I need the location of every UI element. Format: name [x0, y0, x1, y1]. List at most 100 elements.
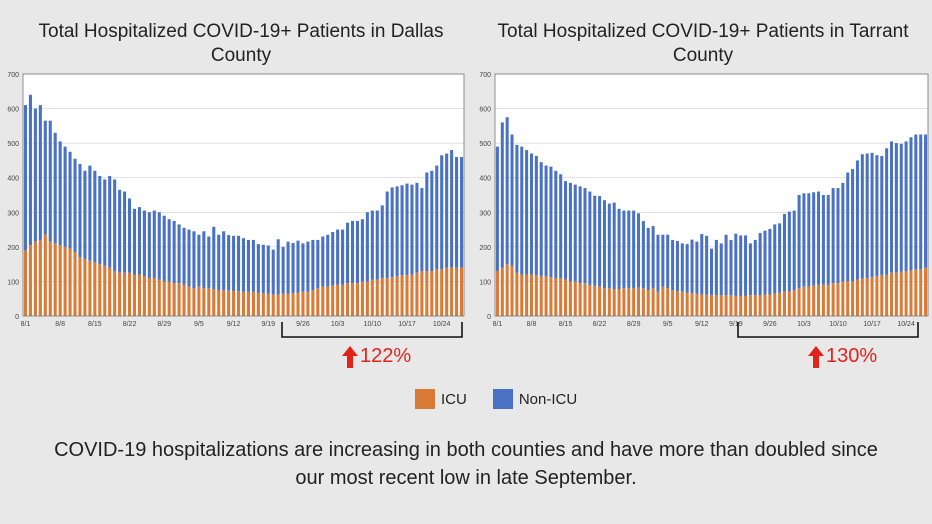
tarrant-bar-non-icu [919, 134, 923, 270]
dallas-bar-non-icu [78, 163, 82, 258]
dallas-bar-non-icu [152, 210, 156, 278]
tarrant-bar-icu [812, 285, 816, 316]
dallas-ytick-label: 700 [7, 72, 19, 79]
dallas-bar-non-icu [147, 212, 151, 278]
tarrant-bar-non-icu [739, 235, 743, 296]
dallas-bar-non-icu [331, 231, 335, 286]
dallas-bar-icu [385, 277, 389, 316]
tarrant-bar-icu [539, 276, 543, 316]
dallas-bar-non-icu [336, 229, 340, 285]
dallas-bar-non-icu [350, 220, 355, 284]
dallas-bar-icu [147, 277, 151, 316]
tarrant-bar-non-icu [748, 243, 752, 296]
dallas-xtick-label: 9/5 [194, 321, 204, 328]
tarrant-bar-non-icu [865, 153, 869, 278]
tarrant-bar-icu [753, 295, 757, 316]
dallas-bar-non-icu [341, 229, 345, 285]
tarrant-bar-icu [724, 295, 728, 316]
dallas-ytick-label: 500 [7, 141, 19, 148]
dallas-bar-icu [177, 283, 181, 316]
tarrant-bar-non-icu [904, 141, 908, 272]
dallas-bar-icu [162, 281, 166, 316]
dallas-bar-icu [93, 262, 97, 316]
tarrant-bar-non-icu [880, 155, 884, 276]
dallas-bar-non-icu [375, 210, 379, 280]
dallas-bar-icu [108, 267, 112, 316]
dallas-bar-non-icu [241, 238, 246, 292]
dallas-bar-icu [281, 293, 285, 316]
tarrant-bar-non-icu [768, 228, 772, 295]
tarrant-bar-non-icu [807, 193, 811, 287]
dallas-xtick-label: 9/12 [227, 321, 241, 328]
tarrant-bar-icu [817, 284, 821, 316]
dallas-bar-non-icu [113, 179, 117, 272]
dallas-bar-non-icu [455, 156, 459, 268]
tarrant-bar-icu [695, 293, 699, 316]
dallas-bar-icu [232, 291, 236, 316]
tarrant-bar-icu [578, 283, 582, 316]
dallas-bar-non-icu [430, 170, 434, 272]
dallas-bar-non-icu [301, 243, 305, 292]
dallas-bar-icu [241, 291, 246, 316]
dallas-ytick-label: 100 [7, 279, 19, 286]
dallas-bar-icu [98, 264, 102, 316]
dallas-bar-icu [63, 246, 67, 316]
dallas-bar-icu [48, 241, 52, 316]
tarrant-bar-non-icu [787, 211, 791, 292]
dallas-bar-non-icu [410, 184, 414, 275]
dallas-bar-non-icu [98, 175, 102, 265]
tarrant-bar-non-icu [836, 188, 840, 284]
tarrant-ytick-label: 100 [479, 279, 491, 286]
dallas-xtick-label: 8/15 [88, 321, 102, 328]
tarrant-bar-icu [690, 293, 694, 316]
legend-icu-label: ICU [441, 390, 467, 408]
tarrant-bar-non-icu [680, 243, 684, 292]
tarrant-ytick-label: 400 [479, 176, 491, 183]
tarrant-bar-icu [865, 277, 869, 316]
dallas-bar-non-icu [38, 105, 42, 240]
tarrant-xtick-label: 8/15 [559, 321, 573, 328]
tarrant-bar-non-icu [525, 150, 529, 275]
tarrant-bar-icu [875, 276, 879, 316]
tarrant-bar-non-icu [607, 203, 611, 289]
tarrant-bar-icu [758, 295, 762, 316]
tarrant-bar-non-icu [831, 188, 835, 284]
tarrant-bar-icu [739, 295, 743, 316]
tarrant-bar-icu [778, 292, 782, 316]
tarrant-bar-non-icu [812, 192, 816, 286]
dallas-bar-icu [53, 243, 57, 316]
dallas-bar-icu [410, 274, 414, 316]
dallas-bar-icu [68, 248, 72, 316]
dallas-bar-icu [459, 267, 464, 316]
tarrant-bar-icu [515, 272, 519, 316]
tarrant-bar-non-icu [641, 220, 645, 289]
dallas-bar-non-icu [53, 132, 57, 244]
tarrant-bar-non-icu [622, 210, 626, 289]
icu-swatch [415, 389, 435, 409]
dallas-bar-icu [306, 291, 310, 316]
tarrant-bar-icu [651, 288, 655, 316]
dallas-bar-non-icu [380, 205, 384, 278]
tarrant-bar-non-icu [797, 195, 801, 289]
dallas-bar-icu [286, 293, 290, 316]
dallas-bar-non-icu [103, 179, 107, 266]
tarrant-bar-non-icu [564, 181, 568, 280]
dallas-bar-icu [157, 279, 161, 316]
tarrant-plot-frame [494, 73, 929, 317]
tarrant-bar-icu [885, 274, 889, 316]
dallas-bar-icu [202, 288, 206, 316]
tarrant-bar-non-icu [724, 234, 728, 296]
tarrant-bar-non-icu [914, 134, 918, 270]
tarrant-bar-icu [685, 292, 689, 316]
tarrant-xtick-label: 8/22 [593, 321, 607, 328]
dallas-bar-non-icu [127, 198, 132, 273]
tarrant-ytick-label: 600 [479, 107, 491, 114]
dallas-bar-icu [251, 291, 255, 316]
tarrant-bar-non-icu [602, 200, 606, 289]
dallas-bar-non-icu [227, 235, 231, 291]
dallas-xtick-label: 10/17 [398, 321, 416, 328]
dallas-bar-non-icu [459, 156, 464, 268]
dallas-bar-non-icu [108, 175, 112, 268]
tarrant-bar-icu [899, 271, 903, 316]
dallas-bar-icu [360, 281, 364, 316]
